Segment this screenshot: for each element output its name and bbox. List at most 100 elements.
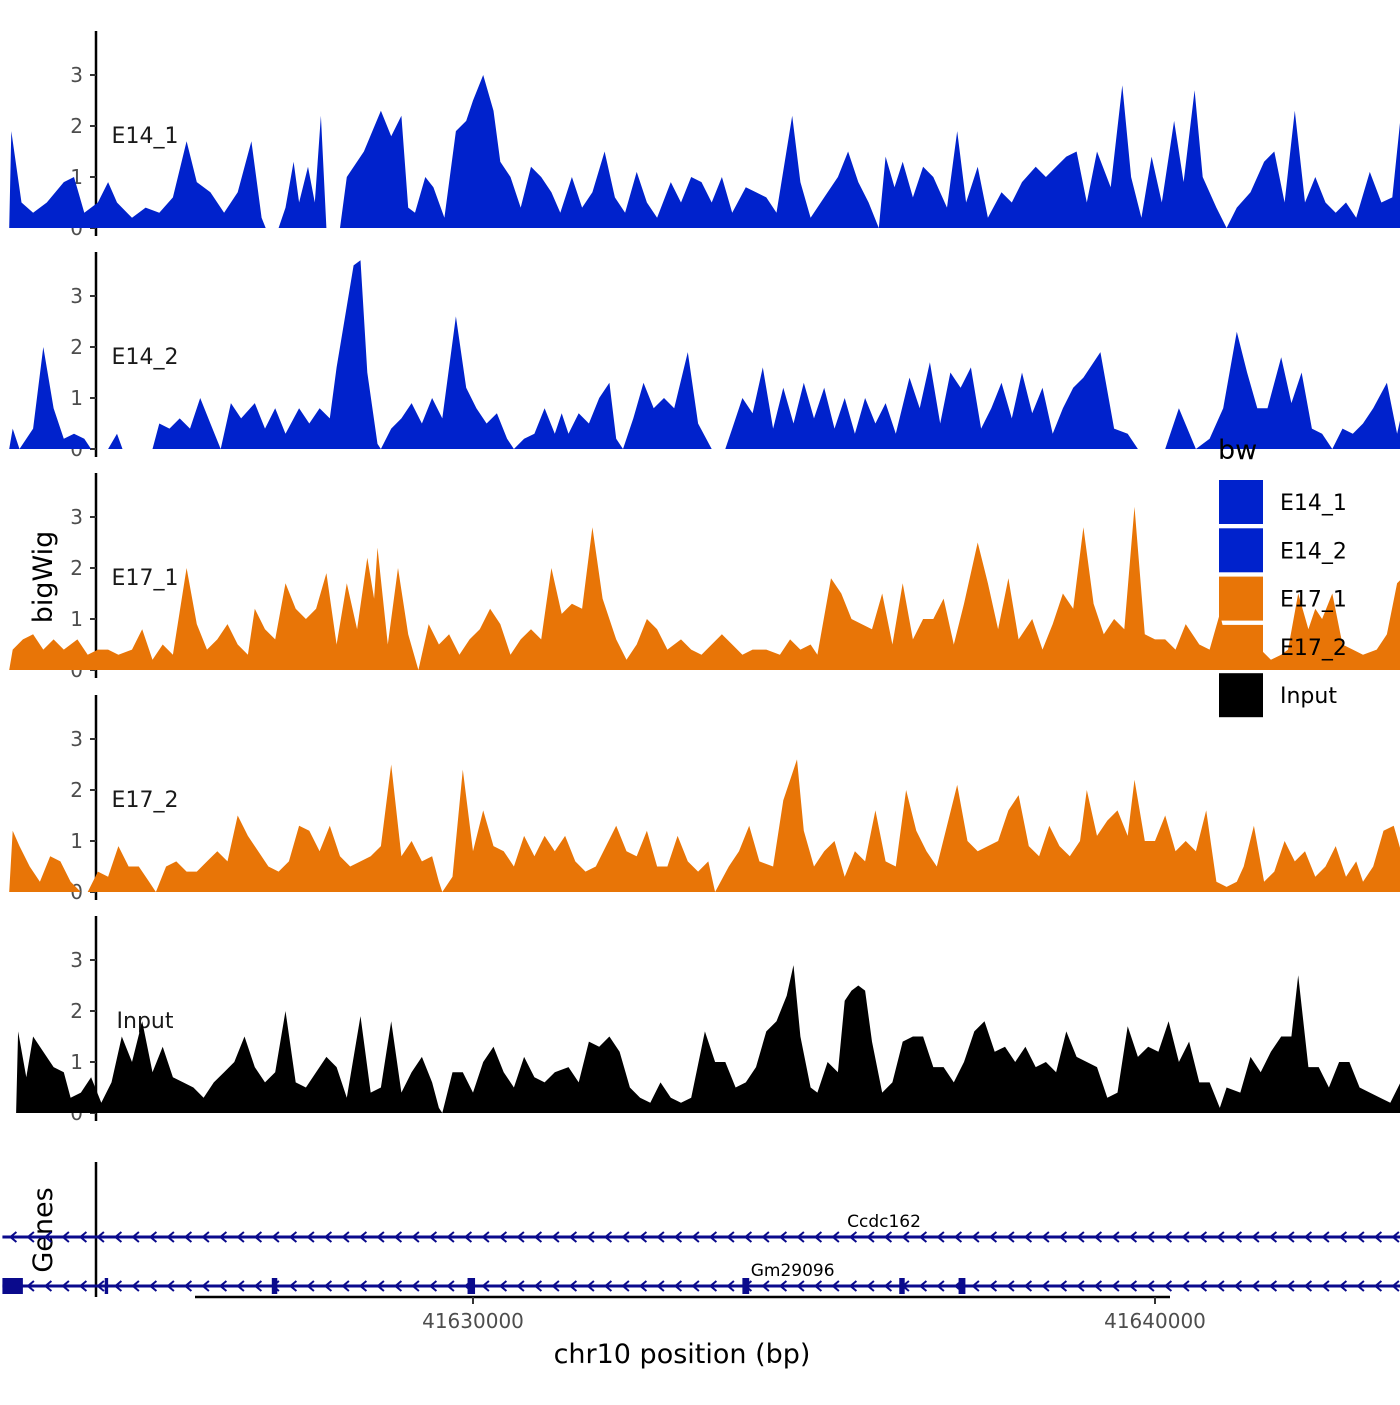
legend-label: Input: [1280, 684, 1337, 709]
strand-arrow: [218, 1231, 228, 1243]
strand-arrow: [1373, 1231, 1383, 1243]
y-tick-label: 2: [70, 335, 83, 359]
strand-arrow: [1146, 1280, 1155, 1292]
strand-arrow: [1198, 1231, 1208, 1243]
track-label: E17_2: [112, 788, 179, 813]
strand-arrow: [1076, 1280, 1085, 1292]
y-tick-label: 1: [70, 1050, 83, 1074]
strand-arrow: [113, 1231, 123, 1243]
strand-arrow: [236, 1280, 245, 1292]
strand-arrow: [1321, 1231, 1330, 1243]
legend-item: E14_2: [1219, 528, 1347, 573]
strand-arrow: [201, 1280, 210, 1292]
strand-arrow: [551, 1280, 560, 1292]
track-E14_1: 0123E14_1: [9, 31, 1400, 240]
strand-arrow: [1216, 1280, 1225, 1292]
strand-arrow: [621, 1231, 630, 1243]
genes-axis-title: Genes: [28, 1187, 59, 1272]
strand-arrow: [1356, 1231, 1365, 1243]
strand-arrow: [8, 1231, 18, 1243]
strand-arrow: [1251, 1280, 1260, 1292]
strand-arrow: [673, 1231, 683, 1243]
strand-arrow: [586, 1231, 595, 1243]
strand-arrow: [1198, 1280, 1208, 1292]
strand-arrow: [1303, 1231, 1313, 1243]
strand-arrow: [271, 1231, 280, 1243]
strand-arrow: [1163, 1231, 1173, 1243]
strand-arrow: [323, 1231, 333, 1243]
y-axis-title: bigWig: [28, 531, 59, 624]
gene-label: Gm29096: [751, 1261, 835, 1281]
strand-arrow: [428, 1231, 438, 1243]
strand-arrow: [481, 1280, 490, 1292]
strand-arrow: [796, 1280, 805, 1292]
strand-arrow: [446, 1231, 455, 1243]
strand-arrow: [26, 1231, 35, 1243]
track-label: E14_2: [112, 345, 179, 370]
strand-arrow: [1391, 1280, 1400, 1292]
y-tick-label: 2: [70, 999, 83, 1023]
strand-arrow: [96, 1231, 105, 1243]
strand-arrow: [306, 1231, 315, 1243]
strand-arrow: [1163, 1280, 1173, 1292]
strand-arrow: [78, 1280, 88, 1292]
exon: [2, 1278, 23, 1294]
strand-arrow: [918, 1280, 928, 1292]
strand-arrow: [183, 1280, 193, 1292]
strand-arrow: [726, 1231, 735, 1243]
strand-arrow: [1023, 1280, 1033, 1292]
strand-arrow: [621, 1280, 630, 1292]
strand-arrow: [481, 1231, 490, 1243]
strand-arrow: [761, 1231, 770, 1243]
strand-arrow: [918, 1231, 928, 1243]
bigwig-tracks: 0123E14_10123E14_20123E17_10123E17_20123…: [9, 31, 1400, 1125]
strand-arrow: [708, 1231, 718, 1243]
strand-arrow: [306, 1280, 315, 1292]
x-axis-title: chr10 position (bp): [554, 1339, 811, 1370]
x-tick-label: 41640000: [1104, 1309, 1206, 1333]
strand-arrow: [778, 1231, 788, 1243]
strand-arrow: [341, 1231, 350, 1243]
strand-arrow: [166, 1231, 175, 1243]
strand-arrow: [831, 1231, 840, 1243]
y-tick-label: 2: [70, 556, 83, 580]
strand-arrow: [498, 1231, 508, 1243]
strand-arrow: [218, 1280, 228, 1292]
strand-arrow: [813, 1280, 823, 1292]
legend-swatch: [1219, 624, 1263, 669]
strand-arrow: [1251, 1231, 1260, 1243]
signal-area-Input: [16, 965, 1400, 1113]
strand-arrow: [1076, 1231, 1085, 1243]
strand-arrow: [533, 1280, 543, 1292]
track-E14_2: 0123E14_2: [9, 252, 1400, 461]
y-tick-label: 3: [70, 727, 83, 751]
strand-arrow: [568, 1231, 578, 1243]
strand-arrow: [936, 1231, 945, 1243]
strand-arrow: [183, 1231, 193, 1243]
strand-arrow: [463, 1231, 473, 1243]
strand-arrow: [551, 1231, 560, 1243]
strand-arrow: [253, 1231, 263, 1243]
track-E17_2: 0123E17_2: [9, 695, 1400, 904]
strand-arrow: [971, 1280, 980, 1292]
strand-arrow: [446, 1280, 455, 1292]
strand-arrow: [796, 1231, 805, 1243]
strand-arrow: [1373, 1280, 1383, 1292]
strand-arrow: [323, 1280, 333, 1292]
legend-item: E14_1: [1219, 480, 1347, 524]
strand-arrow: [708, 1280, 718, 1292]
strand-arrow: [691, 1231, 700, 1243]
y-tick-label: 3: [70, 63, 83, 87]
legend-swatch: [1219, 673, 1263, 718]
strand-arrow: [691, 1280, 700, 1292]
strand-arrow: [936, 1280, 945, 1292]
y-tick-label: 1: [70, 829, 83, 853]
strand-arrow: [1303, 1280, 1313, 1292]
strand-arrow: [376, 1231, 385, 1243]
signal-area-E17_2: [9, 759, 1400, 892]
y-tick-label: 2: [70, 114, 83, 138]
strand-arrow: [1093, 1280, 1103, 1292]
strand-arrow: [883, 1280, 893, 1292]
strand-arrow: [113, 1280, 123, 1292]
